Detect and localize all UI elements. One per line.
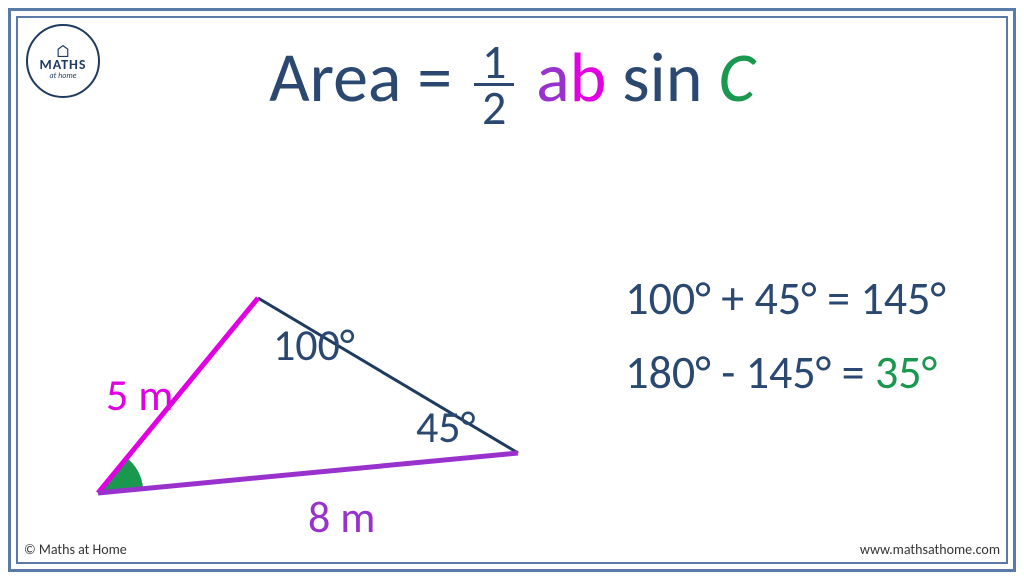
side-b [98,453,518,493]
footer-url: www.mathsathome.com [860,541,1000,558]
fraction-half: 12 [474,40,514,129]
variable-b: b [570,34,607,120]
calc1-left: 100° + 45° = [625,271,860,327]
triangle-diagram: 5 m 8 m 100° 45° [58,278,538,538]
label-45deg: 45° [416,400,476,454]
label-100deg: 100° [273,318,355,372]
formula: Area = 12 ab sin C [18,34,1006,129]
frac-denominator: 2 [474,86,514,129]
area-label: Area [269,34,401,120]
calc-line-1: 100° + 45° = 145° [625,263,946,337]
calc-line-2: 180° - 145° = 35° [625,337,946,411]
label-5m: 5 m [106,368,173,422]
calc1-right: 145° [860,271,946,327]
calc2-result: 35° [875,345,937,401]
variable-a: a [536,34,570,120]
footer-copyright: © Maths at Home [24,541,127,558]
calculation-block: 100° + 45° = 145° 180° - 145° = 35° [625,263,946,410]
variable-C: C [718,34,755,120]
calc2-left: 180° - 145° = [625,345,875,401]
label-8m: 8 m [308,490,375,544]
content-area: ⌂ MATHS at home Area = 12 ab sin C 5 m 8… [18,18,1006,562]
equals: = [401,34,468,120]
sin-label: sin [606,34,718,120]
